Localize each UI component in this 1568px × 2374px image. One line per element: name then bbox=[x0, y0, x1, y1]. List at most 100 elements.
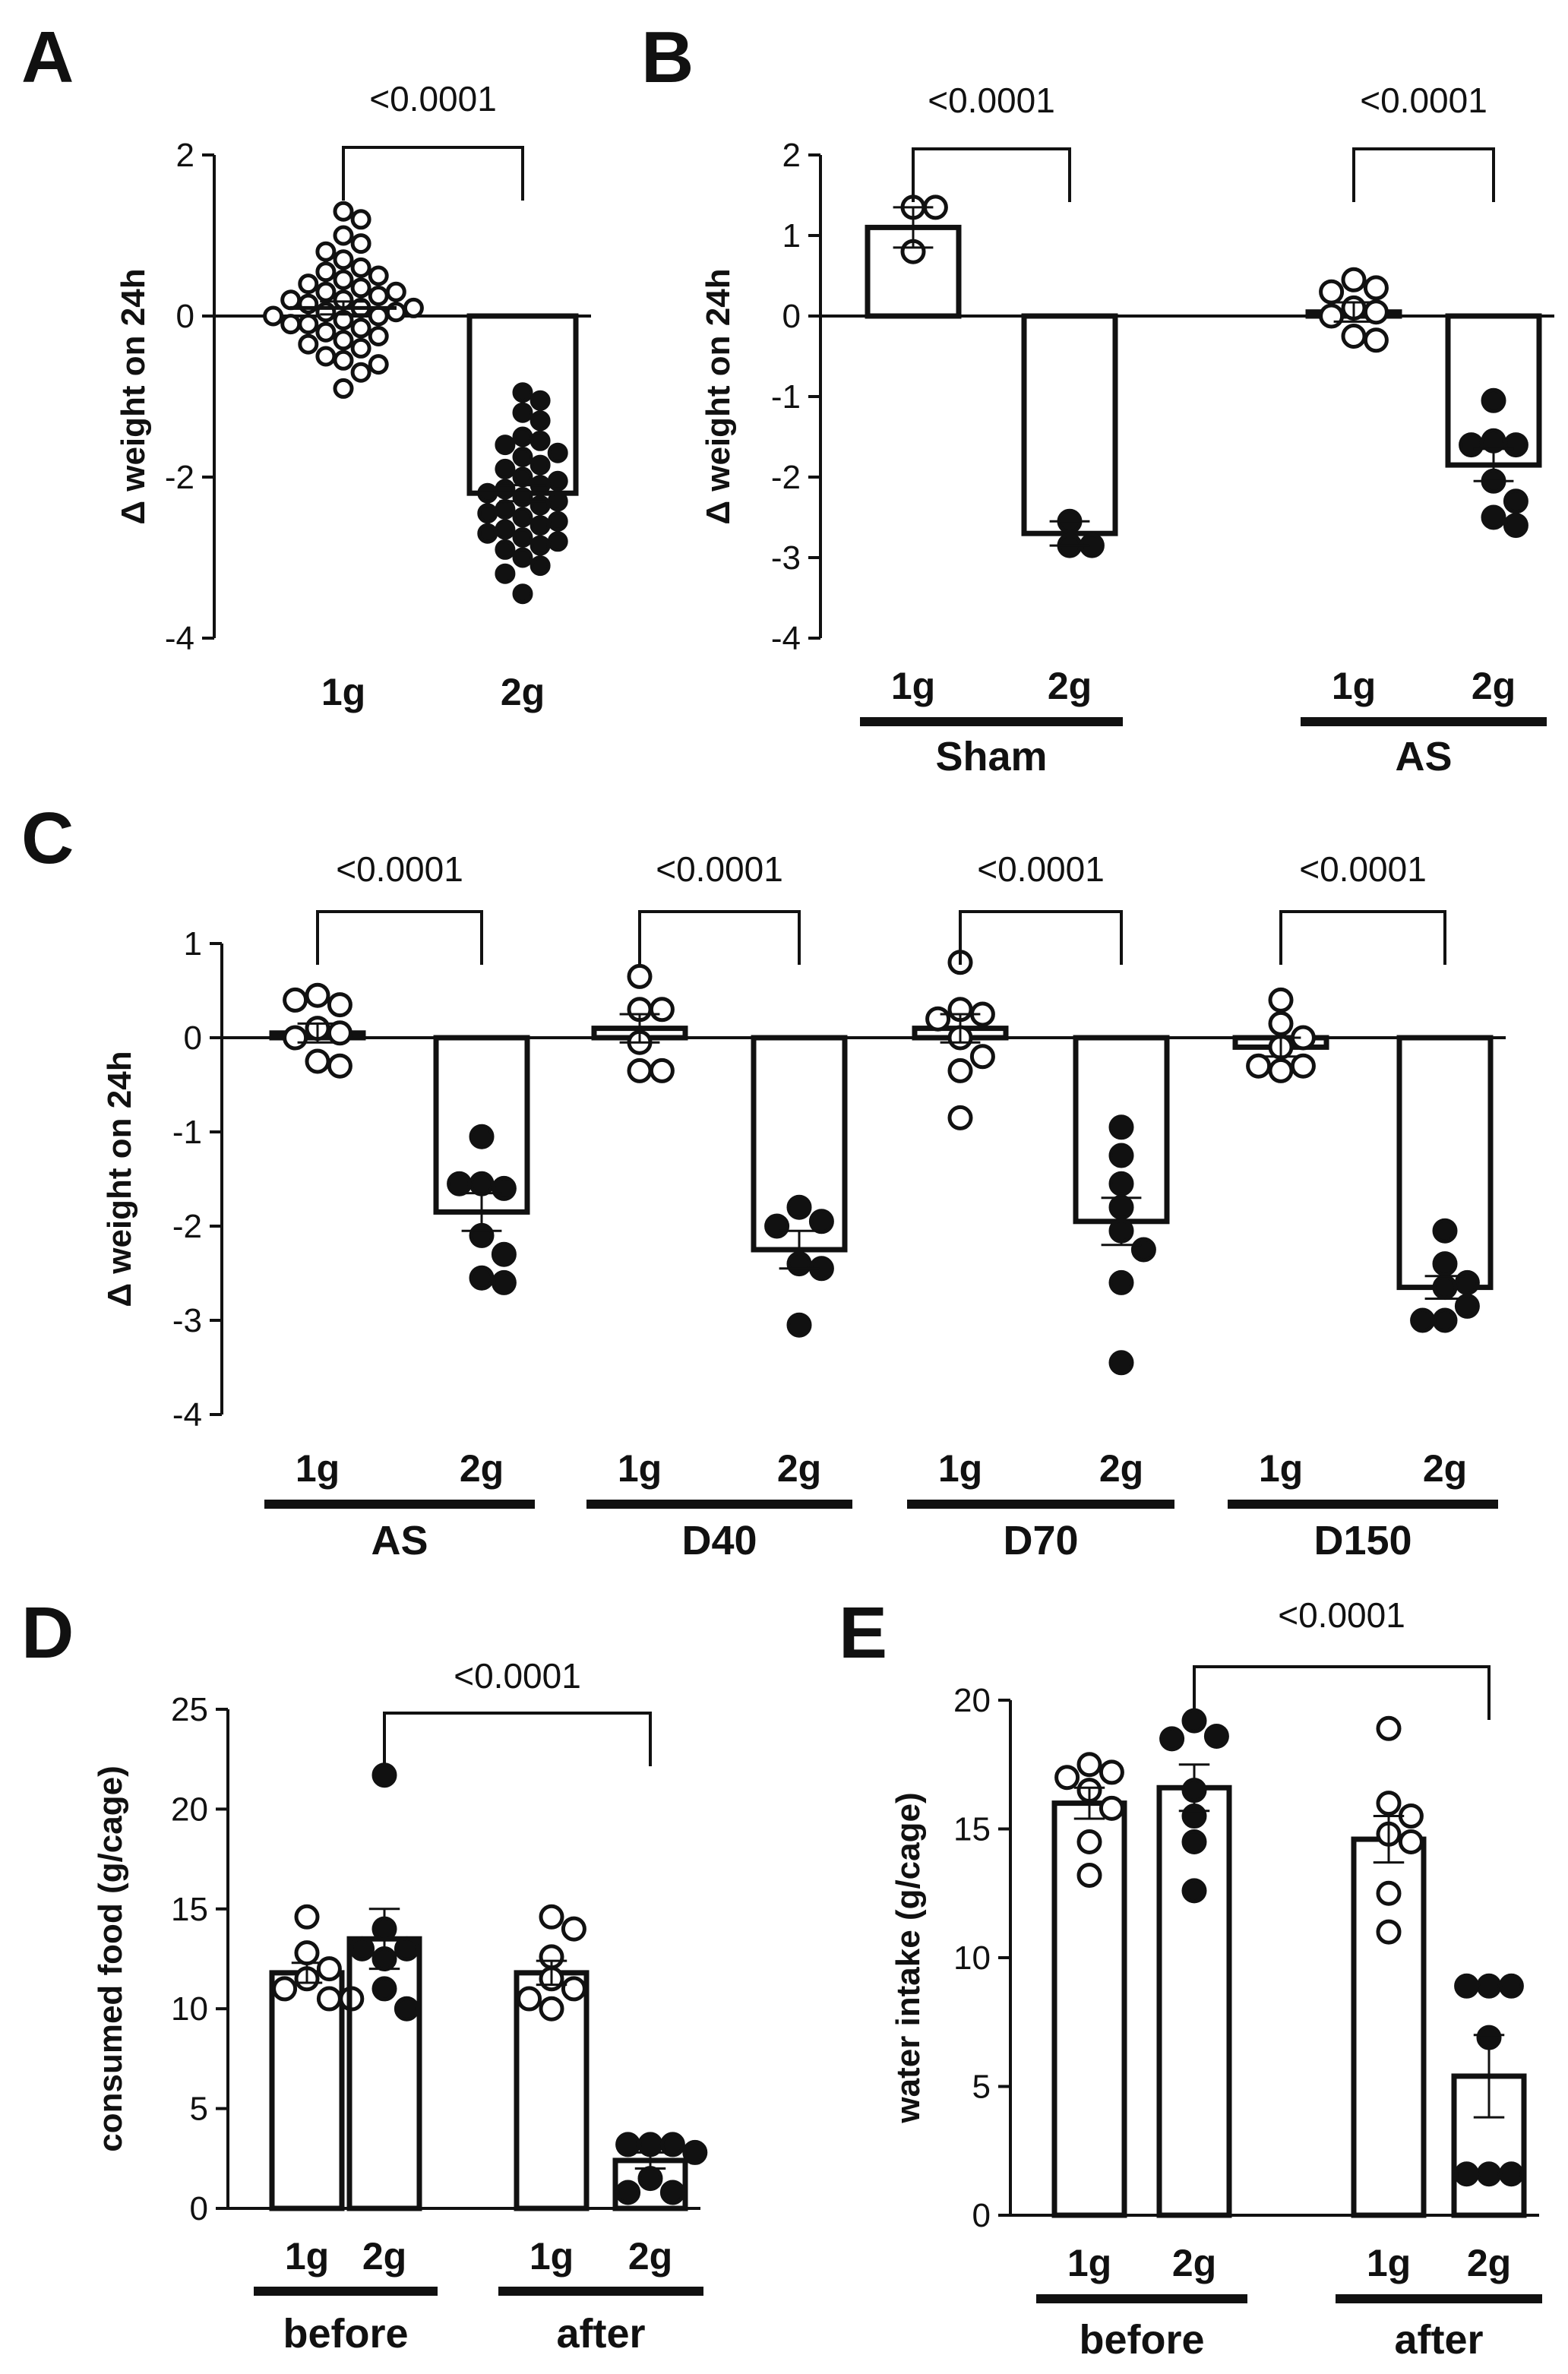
data-point bbox=[1246, 1053, 1272, 1079]
data-point bbox=[530, 535, 551, 556]
data-point bbox=[1108, 1143, 1134, 1168]
data-point bbox=[512, 466, 533, 488]
data-point bbox=[512, 447, 533, 467]
data-point bbox=[263, 305, 284, 327]
data-point bbox=[491, 1175, 517, 1201]
data-point bbox=[1181, 1878, 1207, 1904]
y-tick-label: 1 bbox=[184, 925, 202, 963]
significance-bracket bbox=[638, 910, 801, 965]
y-tick-label: 10 bbox=[171, 1990, 208, 2028]
data-point bbox=[1363, 275, 1389, 301]
y-tick-label: 15 bbox=[953, 1811, 991, 1848]
category-label: 1g bbox=[1067, 2242, 1111, 2284]
data-point bbox=[547, 470, 568, 492]
significance-bracket bbox=[383, 1712, 652, 1766]
data-point bbox=[1108, 1114, 1134, 1140]
data-point bbox=[1099, 1759, 1124, 1785]
data-point bbox=[1319, 279, 1345, 305]
data-point bbox=[1459, 432, 1484, 458]
data-point bbox=[547, 491, 568, 512]
category-label: 2g bbox=[1099, 1447, 1143, 1490]
data-point bbox=[659, 2180, 685, 2205]
panel-label: A bbox=[21, 17, 74, 98]
data-point bbox=[305, 1048, 330, 1074]
y-tick-label: 0 bbox=[782, 298, 801, 335]
data-point bbox=[495, 498, 516, 520]
data-point bbox=[627, 1057, 653, 1083]
group-label: AS bbox=[1395, 734, 1452, 779]
y-tick-label: 5 bbox=[190, 2091, 208, 2128]
panel-label: E bbox=[839, 1592, 887, 1674]
data-point bbox=[1108, 1171, 1134, 1196]
data-point bbox=[530, 390, 551, 411]
data-point bbox=[561, 1916, 586, 1942]
data-point bbox=[1432, 1251, 1458, 1277]
y-tick-label: 0 bbox=[972, 2197, 991, 2234]
p-value-label: <0.0001 bbox=[454, 1656, 581, 1696]
data-point bbox=[385, 281, 406, 302]
data-point bbox=[315, 346, 337, 367]
data-point bbox=[350, 209, 371, 230]
data-point bbox=[808, 1209, 834, 1234]
data-point bbox=[315, 241, 337, 262]
data-point bbox=[327, 1020, 352, 1046]
data-point bbox=[1099, 1795, 1124, 1821]
panel-c: C Δ weight on 24h 1 0 -1 -2 -3 -4 1g 2g 1g 2g 1g 2g 1g… bbox=[21, 798, 1506, 1563]
data-point bbox=[1268, 987, 1294, 1013]
group-label: D40 bbox=[681, 1518, 757, 1563]
data-point bbox=[368, 265, 389, 286]
data-point bbox=[1076, 1863, 1102, 1889]
data-point bbox=[333, 349, 354, 371]
data-point bbox=[371, 1762, 397, 1788]
category-label: 1g bbox=[891, 665, 935, 707]
data-point bbox=[1481, 504, 1506, 530]
data-point bbox=[491, 1241, 517, 1267]
data-point bbox=[1181, 1829, 1207, 1854]
data-point bbox=[316, 1956, 342, 1982]
y-tick-label: 25 bbox=[171, 1691, 208, 1728]
data-point bbox=[1376, 1880, 1402, 1906]
category-label: 2g bbox=[1467, 2242, 1511, 2284]
group-label: after bbox=[556, 2311, 645, 2357]
data-point bbox=[512, 426, 533, 447]
data-point bbox=[547, 511, 568, 532]
data-point bbox=[512, 382, 533, 403]
data-point bbox=[447, 1171, 473, 1196]
data-point bbox=[327, 1053, 352, 1079]
data-point bbox=[925, 1006, 951, 1032]
data-point bbox=[315, 281, 337, 302]
data-point bbox=[512, 507, 533, 528]
data-point bbox=[327, 992, 352, 1018]
data-point bbox=[947, 1105, 973, 1130]
data-point bbox=[1376, 1791, 1402, 1816]
category-label: 1g bbox=[1259, 1447, 1303, 1490]
bar bbox=[1396, 1035, 1494, 1291]
y-axis-label: water intake (g/cage) bbox=[890, 1792, 927, 2123]
data-point bbox=[298, 314, 319, 335]
panel-a: A Δ weight on 24h 2 0 -2 -4 1g 2g <0.0001 bbox=[21, 17, 591, 713]
data-point bbox=[280, 314, 302, 335]
data-point bbox=[637, 2166, 663, 2192]
data-point bbox=[294, 1904, 320, 1930]
data-point bbox=[1076, 1829, 1102, 1854]
data-point bbox=[477, 503, 498, 524]
data-point bbox=[350, 277, 371, 299]
data-point bbox=[350, 257, 371, 278]
data-point bbox=[539, 1996, 564, 2022]
data-point bbox=[315, 261, 337, 283]
data-point bbox=[615, 2180, 641, 2205]
data-point bbox=[512, 583, 533, 605]
panel-label: C bbox=[21, 798, 74, 879]
y-axis-label: consumed food (g/cage) bbox=[92, 1765, 129, 2151]
data-point bbox=[561, 1976, 586, 2002]
y-axis-label: Δ weight on 24h bbox=[101, 1051, 138, 1307]
y-tick-label: 0 bbox=[176, 298, 194, 335]
data-point bbox=[333, 249, 354, 270]
data-point bbox=[947, 1057, 973, 1083]
significance-bracket bbox=[1193, 1665, 1491, 1720]
data-point bbox=[1432, 1307, 1458, 1333]
data-point bbox=[649, 1057, 675, 1083]
group-label: AS bbox=[371, 1518, 428, 1563]
